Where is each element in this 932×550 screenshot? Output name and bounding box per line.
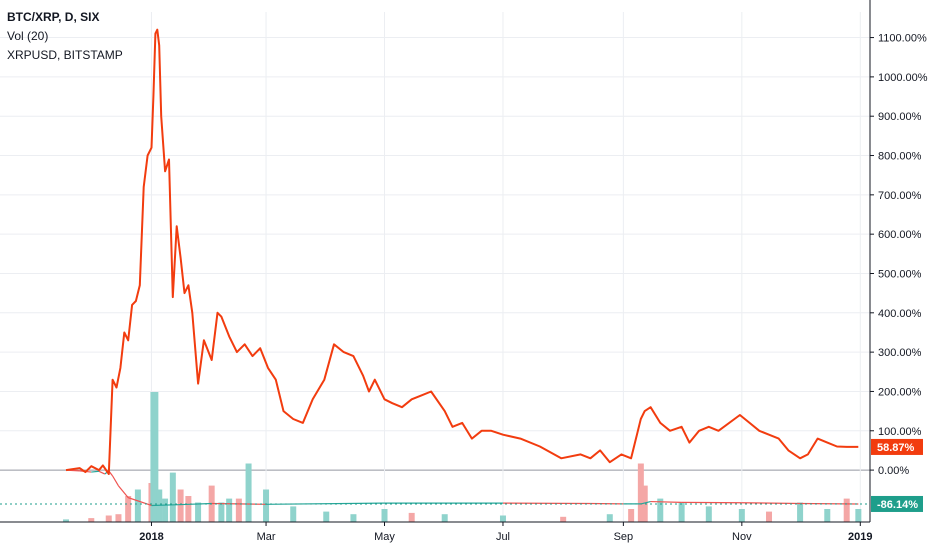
volume-bar [441,514,448,522]
volume-layer [63,392,862,522]
y-tick-label: 800.00% [878,151,922,163]
compare-series-segment [211,502,267,505]
volume-bar [824,509,831,522]
y-tick-label: 700.00% [878,190,922,202]
volume-bar [381,509,388,522]
volume-bar [177,489,184,522]
compare-series-segment [91,470,100,473]
compare-series-segment [117,485,129,499]
volume-bar [218,502,225,522]
main-last-value-tag [871,438,923,455]
volume-bar [560,516,567,522]
volume-bar [105,515,112,522]
y-tick-label: 200.00% [878,386,922,398]
volume-bar [797,502,804,522]
volume-bar [855,509,862,522]
y-tick-label: 300.00% [878,347,922,359]
volume-bar [350,514,357,522]
compare-series-segment [640,500,651,505]
volume-bar [134,489,141,522]
volume-bar [408,512,415,522]
compare-series-segment [741,502,801,505]
x-tick-label: Jul [496,531,510,543]
volume-bar [606,514,613,522]
x-tick-label: 2019 [848,531,872,543]
volume-bar [766,511,773,522]
y-tick-label: 500.00% [878,268,922,280]
volume-bar [843,498,850,522]
volume-bar [88,518,95,522]
volume-bar [226,498,233,522]
volume-bar [162,498,169,522]
y-tick-label: 600.00% [878,229,922,241]
volume-bar [63,519,70,522]
compare-series-segment [98,470,106,475]
y-tick-label: 100.00% [878,426,922,438]
volume-bar [195,502,202,522]
x-tick-label: Mar [257,531,276,543]
volume-bar [657,498,664,522]
y-tick-label: 1000.00% [878,72,928,84]
y-tick-label: 400.00% [878,308,922,320]
compare-last-value-tag-text: -86.14% [877,499,918,511]
volume-bar [290,506,297,522]
main-last-value-tag-text: 58.87% [877,442,915,454]
volume-bar [641,485,648,522]
main-layer [65,28,859,475]
x-tick-label: Nov [732,531,752,543]
volume-bar [152,392,159,522]
x-tick-label: Sep [614,531,634,543]
volume-bar [235,498,242,522]
volume-bar [499,515,506,522]
y-tick-label: 900.00% [878,111,922,123]
volume-bar [637,463,644,522]
compare-series-segment [151,504,179,507]
x-tick-label: 2018 [139,531,163,543]
x-tick-label: May [374,531,395,543]
volume-bar [705,506,712,522]
main-series-line [65,28,859,475]
volume-bar [263,489,270,522]
volume-bar [678,502,685,522]
y-tick-label: 1100.00% [878,33,927,45]
volume-bar [323,511,330,522]
y-tick-label: 0.00% [878,465,909,477]
volume-bar [738,509,745,522]
volume-bar [115,514,122,522]
compare-series-segment [650,500,682,503]
compare-series-segment [127,497,152,507]
compare-last-value-tag [871,495,923,512]
volume-bar [185,496,192,522]
compare-series-segment [112,475,119,487]
volume-bar [169,472,176,522]
volume-bar [628,509,635,522]
grid-layer [0,12,870,522]
volume-bar [245,463,252,522]
volume-bar [125,496,132,522]
